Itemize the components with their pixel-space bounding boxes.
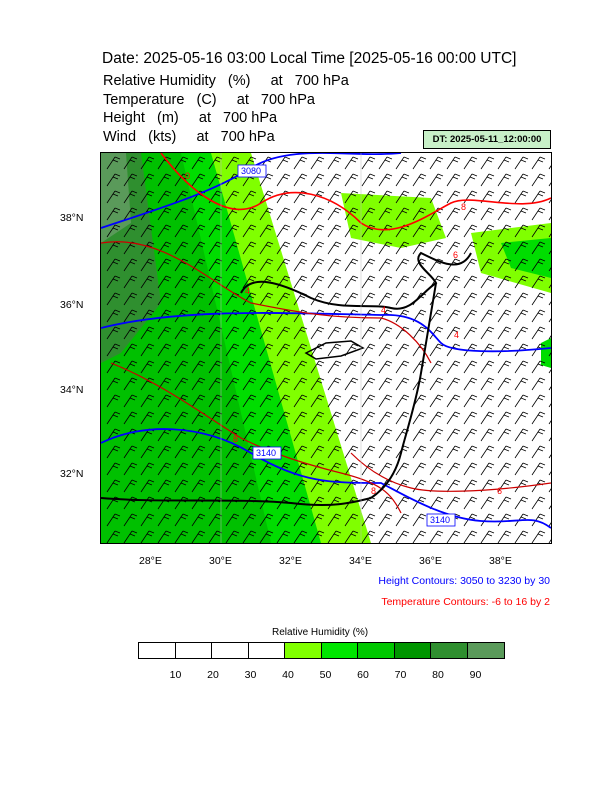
init-time-badge: DT: 2025-05-11_12:00:00 [423,130,551,149]
cyprus [304,340,365,360]
weather-map: 3080 3140 3140 0 8 4 4 4 8 8 6 6 [100,152,552,544]
coastline-turkey [240,251,472,310]
variable-list: Relative Humidity (%) at 700 hPa Tempera… [103,72,349,146]
map-svg: 3080 3140 3140 0 8 4 4 4 8 8 6 6 [101,153,551,543]
wind-barbs [106,156,551,543]
lon-label-32e: 32°E [279,555,302,567]
rh-patch-e [541,338,551,368]
colorbar-swatch [212,643,249,658]
temp-label-9: 6 [453,250,458,260]
var-rh: Relative Humidity (%) at 700 hPa [103,73,349,89]
height-contour-3110 [101,312,551,353]
colorbar-swatch [394,643,431,658]
lon-label-38e: 38°E [489,555,512,567]
colorbar-label: 70 [394,669,407,681]
temp-label-7: 8 [371,486,376,496]
lon-label-30e: 30°E [209,555,232,567]
lat-label-36n: 36°N [60,299,84,311]
height-label-3: 3140 [430,515,450,525]
temp-contour-legend: Temperature Contours: -6 to 16 by 2 [381,596,550,608]
plot-title: Date: 2025-05-16 03:00 Local Time [2025-… [102,50,517,67]
colorbar-swatch [248,643,285,658]
colorbar-swatch [175,643,212,658]
coastline-egypt [101,497,372,507]
colorbar-label: 90 [469,669,482,681]
temp-label-8: 6 [497,486,502,496]
lon-label-36e: 36°E [419,555,442,567]
colorbar-title: Relative Humidity (%) [272,627,369,638]
colorbar [138,642,505,659]
colorbar-label: 10 [169,669,182,681]
colorbar-label: 30 [244,669,257,681]
var-height: Height (m) at 700 hPa [103,110,278,126]
height-contour-3140 [101,428,551,529]
height-contour-legend: Height Contours: 3050 to 3230 by 30 [378,575,550,587]
colorbar-swatch [467,643,504,658]
rh-patch-ne3 [501,238,551,278]
temp-label-2: 8 [461,202,466,212]
height-label-1: 3080 [241,166,261,176]
lat-label-38n: 38°N [60,212,84,224]
lon-label-28e: 28°E [139,555,162,567]
rh-patch-ne [341,193,446,248]
var-temp: Temperature (C) at 700 hPa [103,91,315,108]
temp-label-3: 4 [245,286,250,296]
colorbar-swatch [139,643,176,658]
colorbar-label: 60 [357,669,369,681]
temp-label-5: 4 [454,330,459,340]
colorbar-swatch [358,643,395,658]
coastline-levant [370,282,437,499]
temp-label-1: 0 [185,171,190,181]
colorbar-swatch [431,643,468,658]
lat-label-34n: 34°N [60,384,84,396]
colorbar-label: 40 [282,669,294,681]
colorbar-swatch [285,643,322,658]
colorbar-swatch [321,643,358,658]
lat-label-32n: 32°N [60,468,84,480]
colorbar-label: 50 [319,669,332,681]
temp-label-6: 8 [233,434,238,444]
temp-contour-8b [350,452,551,492]
temp-label-4: 4 [381,305,386,315]
colorbar-label: 20 [207,669,219,681]
colorbar-label: 80 [432,669,444,681]
height-label-2: 3140 [256,448,276,458]
lon-label-34e: 34°E [349,555,372,567]
var-wind: Wind (kts) at 700 hPa [103,128,275,145]
temp-contour-4 [101,241,432,364]
